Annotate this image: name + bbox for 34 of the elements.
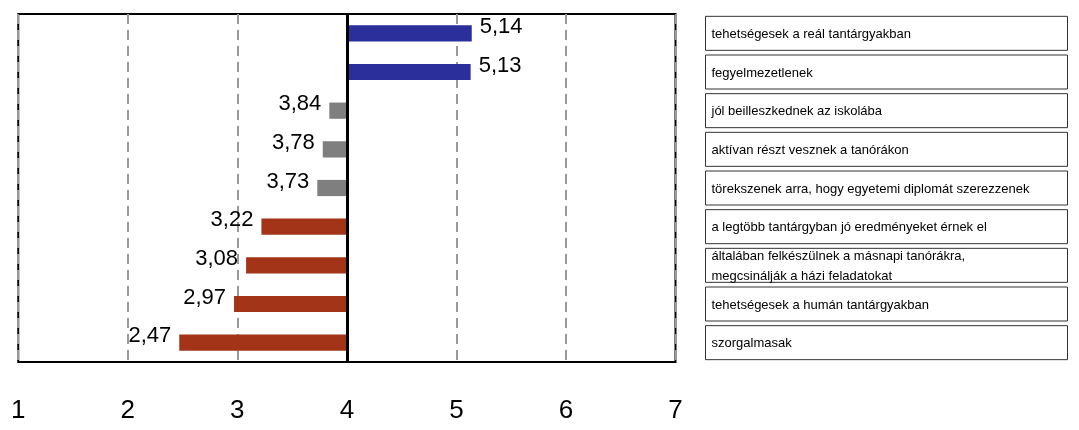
bar — [234, 295, 347, 313]
x-tick-label: 3 — [230, 394, 245, 424]
bar — [246, 257, 347, 274]
bar — [261, 218, 347, 235]
x-tick-label: 2 — [120, 394, 136, 424]
bar — [322, 141, 347, 158]
data-label: 3,84 — [278, 90, 322, 116]
bar — [329, 102, 347, 119]
data-label: 3,22 — [210, 206, 254, 232]
y-tick-label: általában felkészülnek a másnapi tanórákra, megcsinálják a házi feladatokat — [711, 247, 966, 283]
x-tick-label: 6 — [558, 394, 574, 424]
y-tick-label: törekszenek arra, hogy egyetemi diplomát szerezzenek — [711, 180, 1030, 196]
y-tick-label: tehetségesek a humán tantárgyakban — [711, 296, 930, 312]
bar — [179, 334, 347, 351]
data-label: 3,73 — [266, 167, 310, 193]
data-label: 2,97 — [183, 283, 227, 309]
y-tick-label: jól beilleszkednek az iskolába — [710, 103, 883, 119]
bar — [317, 179, 347, 197]
y-tick-label: aktívan részt vesznek a tanórákon — [711, 141, 909, 157]
x-tick-label: 1 — [11, 394, 26, 424]
bar — [346, 25, 472, 42]
y-tick-label: szorgalmasak — [711, 335, 793, 351]
data-label: 3,78 — [271, 128, 315, 154]
data-label: 5,14 — [479, 12, 523, 38]
data-label: 3,08 — [195, 244, 239, 270]
x-tick-label: 7 — [668, 394, 683, 424]
y-tick-label: fegyelmezetlenek — [711, 64, 814, 80]
y-tick-label: a legtöbb tantárgyban jó eredményeket érnek el — [711, 219, 987, 235]
y-tick-label: tehetségesek a reál tantárgyakban — [711, 25, 911, 41]
data-label: 2,47 — [128, 322, 172, 348]
x-tick-label: 4 — [339, 394, 355, 424]
data-label: 5,13 — [478, 51, 522, 77]
x-tick-label: 5 — [449, 394, 464, 424]
bar — [346, 63, 471, 81]
